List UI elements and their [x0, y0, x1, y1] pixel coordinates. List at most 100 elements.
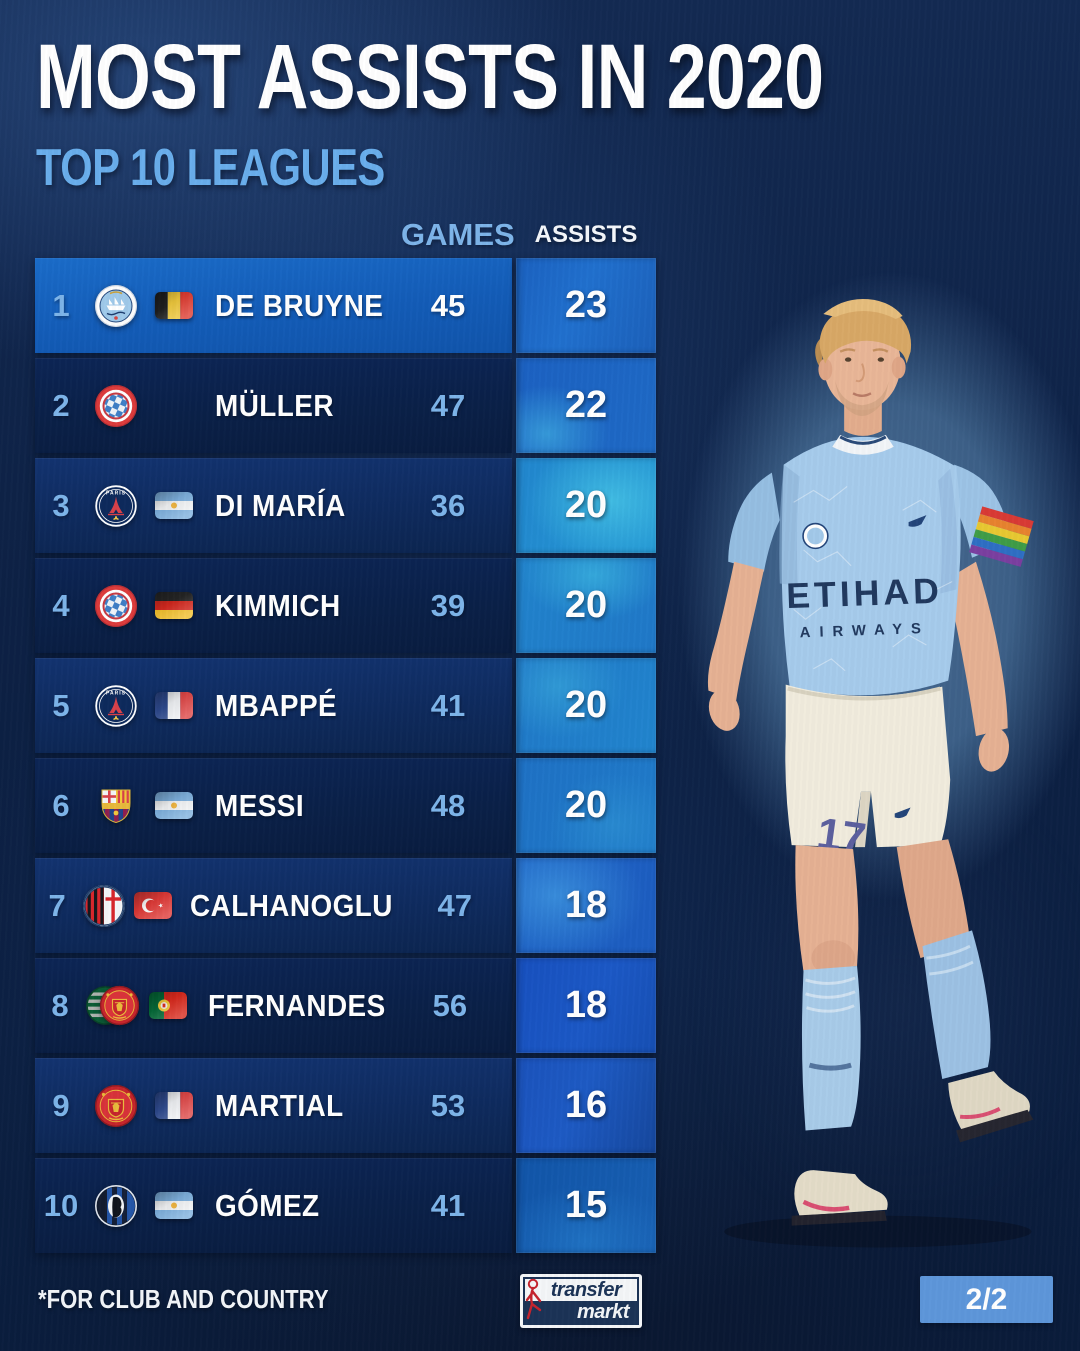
argentina-flag-image [155, 492, 193, 519]
player-row-panel: 10 GÓMEZ 41 [35, 1158, 512, 1253]
player-name: MÜLLER [215, 387, 334, 423]
assists-value-box: 18 [516, 858, 656, 953]
page-number-badge: 2/2 [920, 1276, 1053, 1323]
portugal-flag-icon [149, 992, 188, 1019]
assists-value-box: 16 [516, 1058, 656, 1153]
turkey-flag-image [134, 892, 172, 919]
assists-value: 16 [564, 1084, 608, 1126]
games-value: 56 [432, 987, 468, 1023]
portugal-flag-image [149, 992, 187, 1019]
transfermarkt-logo-frame: transfer markt [523, 1277, 639, 1325]
transfermarkt-logo-text-top: transfer [550, 1279, 622, 1301]
assists-value-box: 20 [516, 658, 656, 753]
country-flag-slot [141, 992, 197, 1019]
turkey-flag-icon [134, 892, 173, 919]
france-flag-image [155, 1092, 193, 1119]
column-header-assists: ASSISTS [534, 221, 638, 248]
assists-value: 20 [564, 484, 608, 526]
player-row-panel: 3 DI MARÍA 36 [35, 458, 512, 553]
country-flag-slot [145, 492, 203, 519]
assists-value-box: 23 [516, 258, 656, 353]
assists-value-box: 15 [516, 1158, 656, 1253]
atalanta-crest-icon [94, 1184, 138, 1228]
club-crests [87, 1084, 145, 1128]
manchester-city-crest-icon [94, 284, 138, 328]
psg-crest-icon [94, 484, 138, 528]
bayern-munich-crest-icon [94, 584, 138, 628]
argentina-flag-icon [155, 792, 193, 819]
assists-value: 18 [564, 984, 608, 1026]
ac-milan-crest-icon [82, 884, 126, 928]
assists-value: 18 [564, 884, 608, 926]
argentina-flag-image [155, 1192, 193, 1219]
games-value: 53 [430, 1087, 466, 1123]
player-name: DE BRUYNE [214, 287, 384, 323]
club-crests [79, 884, 128, 928]
country-flag-slot [145, 592, 203, 619]
club-crests [87, 484, 145, 528]
rank-number: 6 [52, 787, 70, 823]
club-crests [87, 684, 145, 728]
assists-value: 15 [564, 1184, 608, 1226]
games-value: 48 [430, 787, 466, 823]
transfermarkt-logo-text-bottom: markt [525, 1301, 637, 1323]
rank-number: 10 [43, 1187, 79, 1223]
assists-value: 23 [564, 284, 608, 326]
player-row-panel: 5 MBAPPÉ 41 [35, 658, 512, 753]
manchester-united-crest-icon [94, 1084, 138, 1128]
player-name: DI MARÍA [215, 487, 346, 523]
rank-number: 8 [51, 987, 69, 1023]
player-name: MBAPPÉ [215, 687, 338, 723]
rank-number: 2 [52, 387, 70, 423]
player-row-panel: 1 DE BRUYNE 45 [35, 258, 512, 353]
bayern-munich-crest-icon [94, 384, 138, 428]
rank-number: 7 [48, 887, 66, 923]
assists-value: 22 [564, 384, 608, 426]
assists-value-box: 22 [516, 358, 656, 453]
player-row-panel: 6 MESSI 48 [35, 758, 512, 853]
france-flag-icon [155, 1092, 193, 1119]
assists-value-box: 18 [516, 958, 656, 1053]
country-flag-slot [145, 1192, 203, 1219]
assists-value-box: 20 [516, 558, 656, 653]
rank-number: 1 [52, 287, 70, 323]
page-title: MOST ASSISTS IN 2020 [36, 26, 824, 128]
assists-value-box: 20 [516, 758, 656, 853]
games-value: 41 [430, 1187, 466, 1223]
games-value: 39 [430, 587, 466, 623]
club-crests [87, 584, 145, 628]
games-value: 47 [430, 387, 466, 423]
player-name: CALHANOGLU [190, 887, 394, 923]
player-row-panel: 2 MÜLLER 47 [35, 358, 512, 453]
table-row: 10 GÓMEZ 41 15 [35, 1158, 656, 1253]
germany-flag-icon [155, 592, 193, 619]
transfermarkt-logo: transfer markt [520, 1274, 642, 1328]
assists-value: 20 [564, 684, 608, 726]
country-flag-slot [145, 792, 203, 819]
argentina-flag-icon [155, 1192, 193, 1219]
germany-flag-image [155, 592, 193, 619]
games-value: 47 [437, 887, 473, 923]
transfermarkt-player-icon [525, 1278, 542, 1320]
player-row-panel: 7 CALHANOGLU 47 [35, 858, 512, 953]
player-row-panel: 8 FERNANDES 56 [35, 958, 512, 1053]
player-name: GÓMEZ [215, 1187, 320, 1223]
assists-value-box: 20 [516, 458, 656, 553]
rank-number: 4 [52, 587, 70, 623]
games-value: 36 [430, 487, 466, 523]
svg-text:ETIHAD: ETIHAD [786, 571, 944, 616]
club-crests [87, 784, 145, 828]
table-row: 2 MÜLLER 47 22 [35, 358, 656, 453]
player-name: MESSI [215, 787, 305, 823]
club-crests [87, 284, 145, 328]
psg-crest-icon [94, 684, 138, 728]
barcelona-crest-icon [94, 784, 138, 828]
argentina-flag-image [155, 792, 193, 819]
games-value: 45 [430, 287, 466, 323]
games-value: 41 [430, 687, 466, 723]
assists-value: 20 [564, 584, 608, 626]
rank-number: 5 [52, 687, 70, 723]
table-row: 1 DE BRUYNE 45 23 [35, 258, 656, 353]
table-row: 5 MBAPPÉ 41 20 [35, 658, 656, 753]
